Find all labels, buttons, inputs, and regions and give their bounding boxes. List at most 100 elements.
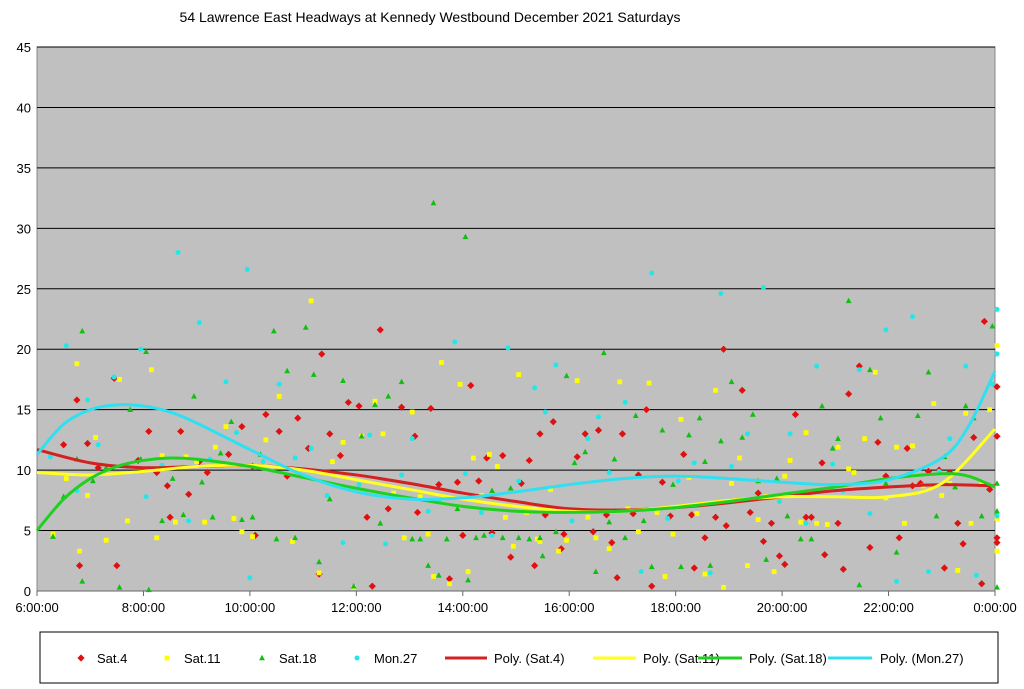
data-point xyxy=(399,472,405,478)
data-point xyxy=(955,568,961,573)
data-point xyxy=(318,350,326,358)
data-point xyxy=(355,402,363,410)
data-point xyxy=(994,480,1000,486)
x-axis: 6:00:00 8:00:00 10:00:00 12:00:00 14:00:00 16… xyxy=(15,591,1017,615)
data-point xyxy=(292,534,299,541)
data-point xyxy=(95,442,101,448)
gridlines xyxy=(37,46,995,592)
data-point xyxy=(634,471,643,479)
data-point xyxy=(324,492,330,498)
data-point xyxy=(186,518,192,524)
data-point xyxy=(439,360,444,365)
data-point xyxy=(417,535,424,542)
data-point xyxy=(784,512,791,519)
data-point xyxy=(499,534,506,541)
legend-item: Sat.18 xyxy=(259,651,317,666)
data-point xyxy=(883,327,889,333)
data-point xyxy=(127,406,134,412)
data-point xyxy=(199,479,205,485)
data-point xyxy=(606,470,612,476)
data-point xyxy=(276,393,282,399)
data-point xyxy=(893,549,900,555)
data-point xyxy=(249,514,256,520)
data-point xyxy=(722,522,730,530)
data-point xyxy=(217,449,224,456)
legend-marker xyxy=(77,654,85,662)
x-tick-label: 16:00:00 xyxy=(544,600,595,615)
data-point xyxy=(457,381,463,387)
data-point xyxy=(515,534,522,541)
x-tick-label: 18:00:00 xyxy=(650,600,701,615)
data-point xyxy=(745,431,751,437)
data-point xyxy=(117,377,122,382)
data-point xyxy=(622,399,628,405)
legend-item: Poly. (Sat.11) xyxy=(593,651,720,666)
legend-label: Sat.18 xyxy=(279,651,317,666)
data-point xyxy=(244,266,250,272)
data-point xyxy=(767,519,776,527)
data-point xyxy=(611,456,618,462)
data-point xyxy=(284,367,291,374)
data-point xyxy=(968,520,974,526)
y-tick-label: 25 xyxy=(17,282,31,297)
data-point xyxy=(276,381,282,387)
data-point xyxy=(94,464,102,472)
data-point xyxy=(273,535,280,542)
data-point xyxy=(745,563,750,569)
data-point xyxy=(952,483,958,490)
data-point xyxy=(486,451,492,457)
data-point xyxy=(384,505,392,513)
data-point xyxy=(993,383,1001,391)
data-point xyxy=(680,450,688,458)
data-point xyxy=(195,458,203,466)
data-point xyxy=(808,535,815,542)
data-point xyxy=(856,581,863,588)
data-point xyxy=(803,430,809,436)
legend-item: Sat.11 xyxy=(164,651,221,666)
data-point xyxy=(755,517,761,523)
data-point xyxy=(489,487,495,493)
data-point xyxy=(803,520,809,526)
data-point xyxy=(85,493,90,498)
y-tick-label: 0 xyxy=(24,584,31,599)
data-point xyxy=(443,535,450,542)
data-point xyxy=(143,494,149,500)
data-point xyxy=(773,475,780,481)
legend-label: Poly. (Sat.4) xyxy=(494,651,565,666)
data-point xyxy=(963,363,969,369)
data-point xyxy=(691,460,697,466)
data-point xyxy=(618,430,627,438)
data-point xyxy=(185,490,193,498)
data-point xyxy=(688,511,696,519)
legend-label: Mon.27 xyxy=(374,651,417,666)
data-point xyxy=(413,508,422,517)
data-point xyxy=(721,584,726,590)
data-point xyxy=(781,560,789,569)
data-point xyxy=(791,410,800,419)
y-tick-label: 45 xyxy=(17,40,31,55)
data-point xyxy=(225,450,233,458)
data-point xyxy=(902,520,907,526)
data-point xyxy=(632,412,639,419)
data-point xyxy=(931,401,937,407)
data-point xyxy=(116,584,123,590)
data-point xyxy=(239,516,245,522)
data-point xyxy=(713,387,718,393)
data-point xyxy=(882,480,889,486)
data-point xyxy=(526,535,533,542)
data-point xyxy=(183,454,189,460)
data-point xyxy=(435,481,443,489)
data-point xyxy=(782,473,788,479)
data-point xyxy=(467,381,475,390)
data-point xyxy=(963,410,969,416)
data-point xyxy=(648,582,656,590)
data-point xyxy=(60,441,68,449)
data-point xyxy=(145,586,152,593)
data-point xyxy=(973,572,979,578)
data-point xyxy=(739,434,746,440)
data-point xyxy=(594,426,603,434)
data-point xyxy=(453,478,462,486)
data-point xyxy=(534,536,540,542)
data-point xyxy=(177,427,185,436)
data-point xyxy=(696,414,703,421)
